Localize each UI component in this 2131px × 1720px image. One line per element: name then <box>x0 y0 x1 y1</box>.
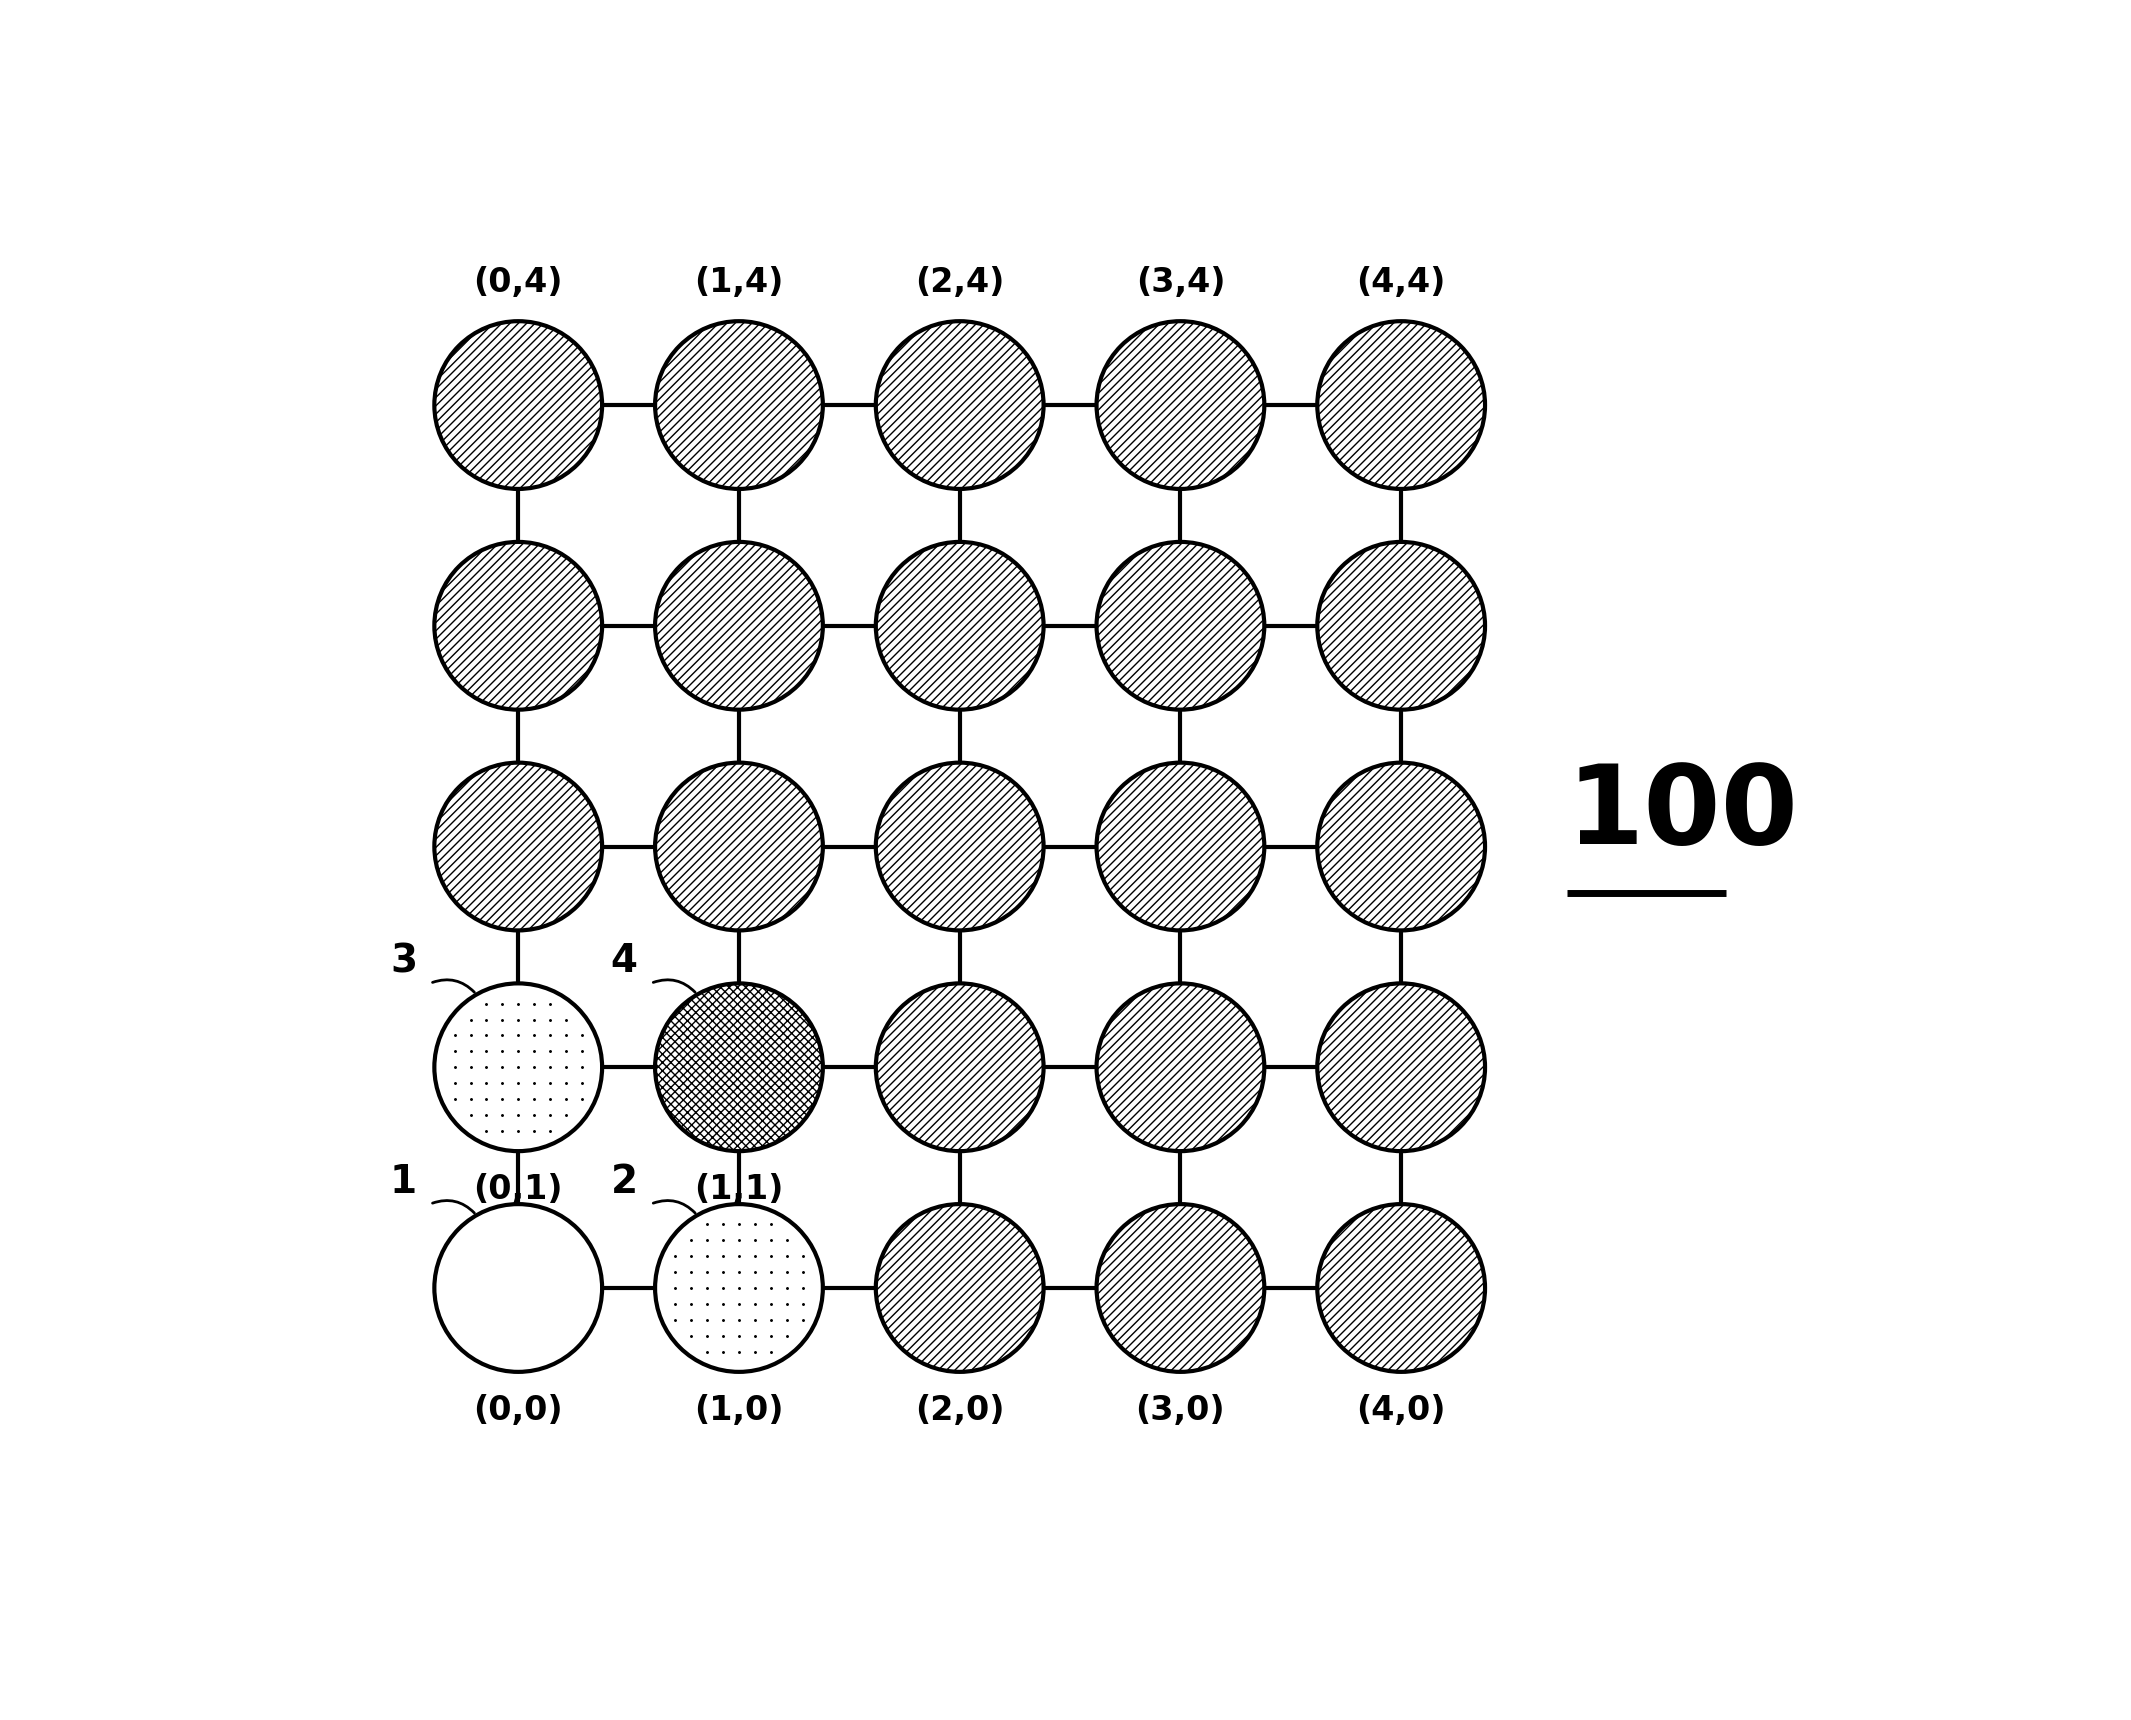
Circle shape <box>876 542 1044 710</box>
Circle shape <box>1317 322 1485 488</box>
Circle shape <box>435 762 603 931</box>
Text: (0,1): (0,1) <box>473 1173 563 1206</box>
Circle shape <box>654 322 823 488</box>
Circle shape <box>1097 1204 1264 1373</box>
Circle shape <box>435 542 603 710</box>
Circle shape <box>654 1204 823 1373</box>
Text: (4,0): (4,0) <box>1357 1393 1447 1428</box>
Circle shape <box>654 762 823 931</box>
Circle shape <box>1317 1204 1485 1373</box>
Circle shape <box>654 542 823 710</box>
Circle shape <box>1097 762 1264 931</box>
Circle shape <box>876 984 1044 1151</box>
Text: (3,4): (3,4) <box>1136 267 1225 299</box>
Circle shape <box>1317 542 1485 710</box>
Text: (0,0): (0,0) <box>473 1393 563 1428</box>
Text: 3: 3 <box>390 943 418 980</box>
Circle shape <box>435 542 603 710</box>
Circle shape <box>876 762 1044 931</box>
Circle shape <box>876 322 1044 488</box>
Text: (3,0): (3,0) <box>1136 1393 1225 1428</box>
Text: (1,4): (1,4) <box>695 267 784 299</box>
Circle shape <box>654 322 823 488</box>
Circle shape <box>654 984 823 1151</box>
Circle shape <box>1317 1204 1485 1373</box>
Text: 1: 1 <box>390 1163 418 1201</box>
Circle shape <box>1317 984 1485 1151</box>
Circle shape <box>1097 322 1264 488</box>
Circle shape <box>876 1204 1044 1373</box>
Text: 2: 2 <box>612 1163 637 1201</box>
Circle shape <box>876 542 1044 710</box>
Circle shape <box>1317 762 1485 931</box>
Text: 4: 4 <box>612 943 637 980</box>
Circle shape <box>1097 984 1264 1151</box>
Text: (0,4): (0,4) <box>473 267 563 299</box>
Circle shape <box>1097 542 1264 710</box>
Text: (1,0): (1,0) <box>695 1393 784 1428</box>
Circle shape <box>435 1204 603 1373</box>
Circle shape <box>435 762 603 931</box>
Circle shape <box>876 1204 1044 1373</box>
Circle shape <box>1097 542 1264 710</box>
Circle shape <box>435 984 603 1151</box>
Text: (2,4): (2,4) <box>914 267 1004 299</box>
Text: (2,0): (2,0) <box>914 1393 1004 1428</box>
Circle shape <box>435 322 603 488</box>
Circle shape <box>1097 984 1264 1151</box>
Text: (4,4): (4,4) <box>1357 267 1445 299</box>
Circle shape <box>1317 984 1485 1151</box>
Circle shape <box>1317 322 1485 488</box>
Circle shape <box>654 984 823 1151</box>
Circle shape <box>876 762 1044 931</box>
Circle shape <box>1317 762 1485 931</box>
Circle shape <box>654 762 823 931</box>
Circle shape <box>876 984 1044 1151</box>
Text: (1,1): (1,1) <box>695 1173 784 1206</box>
Text: 100: 100 <box>1566 760 1799 867</box>
Circle shape <box>654 542 823 710</box>
Circle shape <box>1097 762 1264 931</box>
Circle shape <box>1097 1204 1264 1373</box>
Circle shape <box>435 322 603 488</box>
Circle shape <box>876 322 1044 488</box>
Circle shape <box>1097 322 1264 488</box>
Circle shape <box>1317 542 1485 710</box>
